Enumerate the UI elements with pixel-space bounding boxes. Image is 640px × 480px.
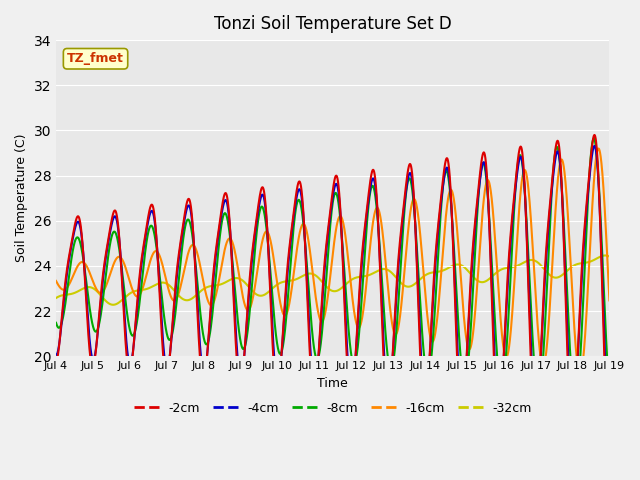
Y-axis label: Soil Temperature (C): Soil Temperature (C) [15,134,28,263]
X-axis label: Time: Time [317,377,348,390]
Title: Tonzi Soil Temperature Set D: Tonzi Soil Temperature Set D [214,15,452,33]
Legend: -2cm, -4cm, -8cm, -16cm, -32cm: -2cm, -4cm, -8cm, -16cm, -32cm [129,396,537,420]
Text: TZ_fmet: TZ_fmet [67,52,124,65]
